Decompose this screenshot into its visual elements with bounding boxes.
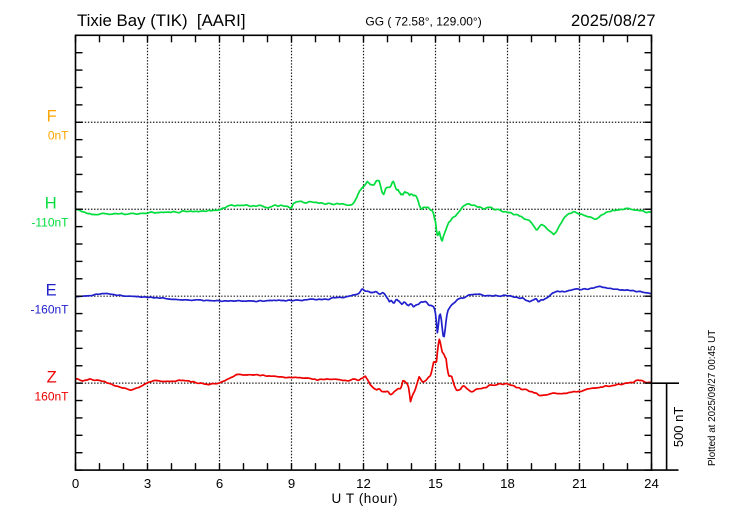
svg-text:F: F [47, 108, 57, 126]
svg-text:GG ( 72.58°, 129.00°): GG ( 72.58°, 129.00°) [365, 14, 481, 28]
svg-text:160nT: 160nT [34, 389, 69, 403]
svg-text:18: 18 [500, 476, 515, 491]
svg-text:-160nT: -160nT [30, 303, 69, 317]
svg-text:Tixie Bay (TIK) [AARI]: Tixie Bay (TIK) [AARI] [77, 11, 246, 30]
svg-text:0: 0 [72, 476, 79, 491]
svg-text:15: 15 [428, 476, 443, 491]
svg-text:9: 9 [288, 476, 295, 491]
svg-text:-110nT: -110nT [31, 216, 69, 230]
svg-text:Z: Z [47, 368, 57, 386]
svg-text:H: H [45, 194, 57, 212]
svg-text:6: 6 [216, 476, 223, 491]
svg-text:0nT: 0nT [48, 129, 69, 143]
svg-text:21: 21 [572, 476, 587, 491]
svg-text:2025/08/27: 2025/08/27 [571, 12, 656, 30]
svg-text:500 nT: 500 nT [671, 407, 686, 448]
svg-text:24: 24 [644, 476, 659, 491]
svg-text:Plotted at 2025/09/27 00:45 UT: Plotted at 2025/09/27 00:45 UT [707, 330, 718, 466]
svg-text:E: E [46, 281, 57, 299]
svg-text:12: 12 [356, 476, 371, 491]
svg-text:U T (hour): U T (hour) [332, 491, 398, 506]
svg-text:3: 3 [144, 476, 151, 491]
